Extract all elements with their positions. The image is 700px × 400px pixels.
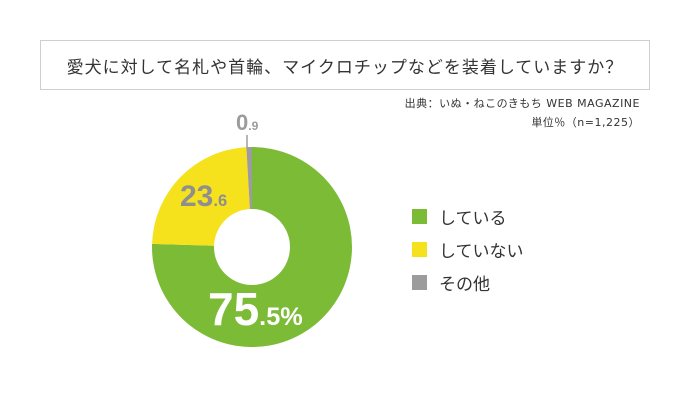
unit-text: 単位％（n=1,225） (531, 116, 640, 129)
source-note: 出典：いぬ・ねこのきもち WEB MAGAZINE 単位％（n=1,225） (405, 94, 640, 132)
legend-label: その他 (439, 275, 490, 295)
legend-swatch (412, 209, 427, 224)
legend: している していない その他 (412, 200, 524, 299)
donut-slice-2 (246, 147, 252, 210)
legend-swatch (412, 275, 427, 290)
legend-item: していない (412, 233, 524, 266)
legend-swatch (412, 242, 427, 257)
legend-item: している (412, 200, 524, 233)
legend-label: していない (439, 242, 524, 262)
label-shiteiru: 75.5% (208, 283, 303, 335)
label-shiteinai: 23.6 (180, 180, 228, 213)
label-sonota: 0.9 (236, 110, 259, 135)
donut-slice-1 (152, 147, 250, 246)
legend-label: している (439, 209, 507, 229)
chart-title: 愛犬に対して名札や首輪、マイクロチップなどを装着していますか？ (40, 40, 650, 90)
legend-item: その他 (412, 266, 524, 299)
donut-slice-0 (151, 147, 352, 347)
source-text: 出典：いぬ・ねこのきもち WEB MAGAZINE (404, 97, 640, 110)
